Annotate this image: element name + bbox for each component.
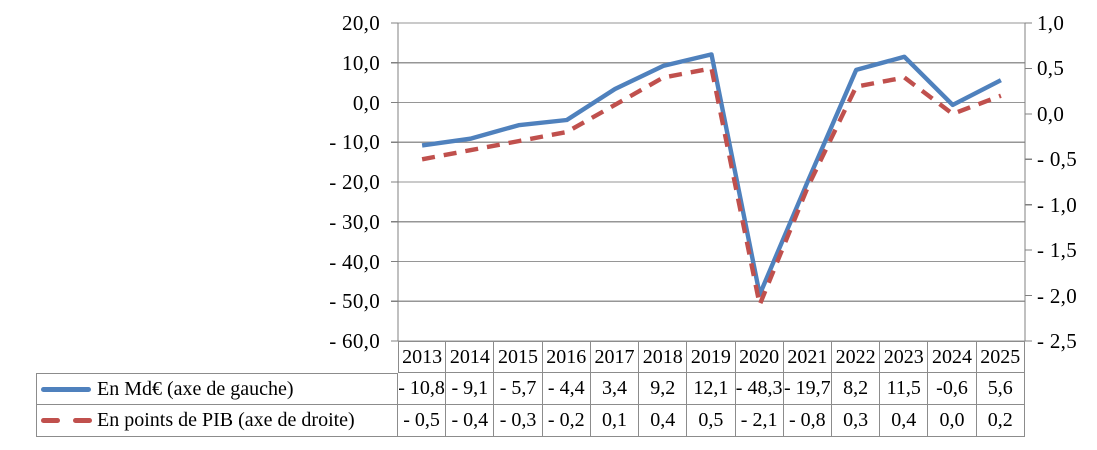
left-axis-tick-label: - 40,0 (329, 249, 380, 274)
right-axis-tick-label: 1,0 (1037, 11, 1065, 35)
value-cell: 0,4 (639, 405, 688, 437)
value-cell: 11,5 (880, 373, 929, 405)
value-cell: 0,1 (590, 405, 640, 437)
data-table: En Md€ (axe de gauche) En points de PIB … (36, 341, 1025, 437)
year-header-cell: 2024 (928, 341, 977, 373)
value-cell: 0,4 (880, 405, 929, 437)
value-cell: -0,6 (928, 373, 977, 405)
value-cell: - 4,4 (542, 373, 591, 405)
value-cell: - 0,3 (494, 405, 543, 437)
value-cell: - 19,7 (783, 373, 832, 405)
year-header-cell: 2023 (880, 341, 929, 373)
year-header-cell: 2013 (398, 341, 447, 373)
legend-label-points-pib: En points de PIB (axe de droite) (97, 409, 355, 431)
right-axis-tick-label: - 0,5 (1037, 147, 1077, 172)
value-cell: 5,6 (976, 373, 1025, 405)
left-axis-tick-label: 0,0 (352, 90, 380, 115)
right-axis-tick-label: - 2,5 (1037, 329, 1077, 353)
legend-line-sample-solid-icon (41, 386, 97, 392)
left-axis-tick-label: - 20,0 (329, 170, 380, 194)
value-cell: - 48,3 (735, 373, 784, 405)
value-cell: 0,5 (687, 405, 736, 437)
value-cell: 0,3 (831, 405, 881, 437)
right-axis-tick-label: - 1,0 (1037, 192, 1077, 217)
year-header-cell: 2019 (687, 341, 736, 373)
value-cell: - 5,7 (494, 373, 543, 405)
legend-label-md-eur: En Md€ (axe de gauche) (97, 377, 294, 400)
year-header-cell: 2021 (783, 341, 832, 373)
year-header-cell: 2015 (494, 341, 543, 373)
series-line-md-eur (421, 52, 1002, 297)
value-cell: 0,2 (976, 405, 1025, 437)
value-cell: - 2,1 (735, 405, 784, 437)
value-cell: 3,4 (590, 373, 640, 405)
value-cell: 9,2 (639, 373, 688, 405)
left-axis-tick-label: - 30,0 (329, 209, 380, 234)
legend-line-sample-dashed-icon (41, 418, 97, 423)
value-cell: - 0,4 (446, 405, 495, 437)
value-cell: 0,0 (928, 405, 977, 437)
year-header-cell: 2017 (590, 341, 640, 373)
value-cell: - 0,2 (542, 405, 591, 437)
value-cell: - 9,1 (446, 373, 495, 405)
value-cell: 12,1 (687, 373, 736, 405)
legend-row-points-pib: En points de PIB (axe de droite) (36, 405, 398, 437)
left-axis-tick-label: 20,0 (342, 11, 380, 35)
year-header-cell: 2018 (639, 341, 688, 373)
legend-row-md-eur: En Md€ (axe de gauche) (36, 373, 398, 405)
right-axis-tick-label: 0,5 (1037, 56, 1065, 81)
left-axis-tick-label: - 10,0 (329, 130, 380, 155)
right-axis-tick-label: - 2,0 (1037, 283, 1077, 308)
left-axis-tick-label: - 60,0 (329, 329, 380, 353)
right-axis-tick-label: - 1,5 (1037, 238, 1077, 263)
right-axis-tick-label: 0,0 (1037, 101, 1065, 126)
left-axis-tick-label: - 50,0 (329, 289, 380, 314)
value-cell: - 10,8 (398, 373, 447, 405)
value-cell: - 0,8 (783, 405, 832, 437)
left-axis-tick-label: 10,0 (342, 50, 380, 75)
year-header-cell: 2022 (831, 341, 881, 373)
year-header-cell: 2014 (446, 341, 495, 373)
year-header-cell: 2016 (542, 341, 591, 373)
value-cell: 8,2 (831, 373, 881, 405)
value-cell: - 0,5 (398, 405, 447, 437)
year-header-cell: 2025 (976, 341, 1025, 373)
year-header-cell: 2020 (735, 341, 784, 373)
series-line-points-pib (421, 66, 1002, 307)
